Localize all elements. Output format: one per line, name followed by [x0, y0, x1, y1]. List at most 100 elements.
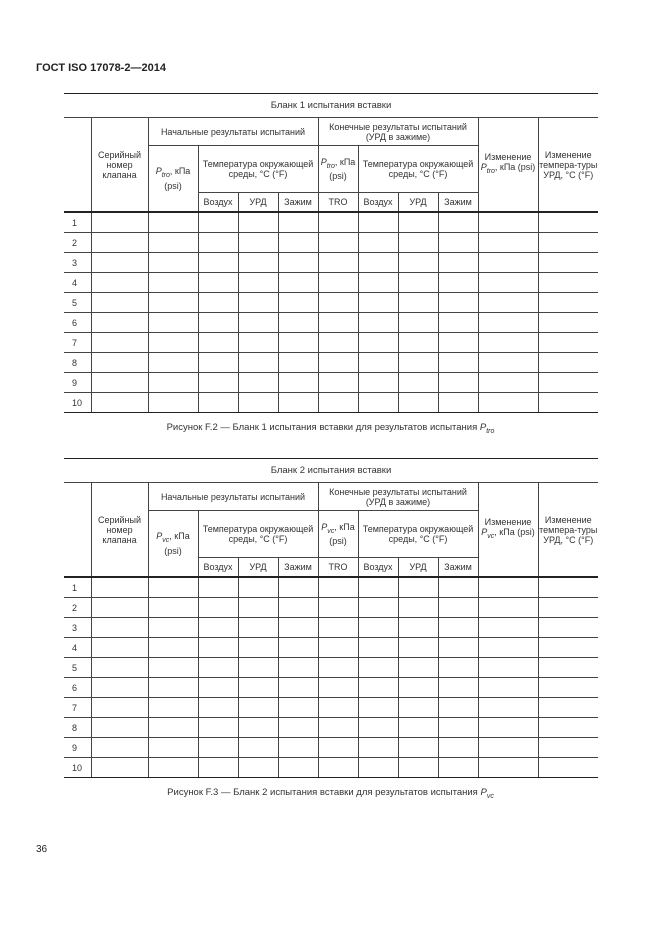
- empty-cell: [437, 392, 479, 413]
- column-header: Воздух: [357, 557, 399, 578]
- empty-cell: [237, 677, 279, 698]
- table-row: 4: [64, 637, 598, 658]
- empty-cell: [277, 757, 319, 778]
- empty-cell: [197, 392, 239, 413]
- empty-cell: [147, 637, 199, 658]
- empty-cell: [537, 312, 598, 333]
- empty-cell: [277, 737, 319, 758]
- empty-cell: [197, 737, 239, 758]
- pressure-change-header: Изменение Pvc, кПа (psi): [477, 482, 539, 578]
- empty-cell: [197, 232, 239, 253]
- final-pressure-header: Ptro, кПа (psi): [317, 145, 359, 193]
- row-number: 2: [64, 597, 92, 618]
- empty-cell: [90, 272, 149, 293]
- row-number: 3: [64, 617, 92, 638]
- initial-temp-header: Температура окружающей среды, °С (°F): [197, 510, 319, 558]
- empty-cell: [277, 312, 319, 333]
- row-number: 6: [64, 677, 92, 698]
- empty-cell: [90, 372, 149, 393]
- empty-cell: [317, 657, 359, 678]
- column-header: TRO: [317, 192, 359, 213]
- empty-cell: [277, 677, 319, 698]
- empty-cell: [237, 637, 279, 658]
- row-number: 10: [64, 757, 92, 778]
- figure-caption: Рисунок F.3 — Бланк 2 испытания вставки …: [167, 787, 494, 800]
- empty-cell: [317, 717, 359, 738]
- table-row: 3: [64, 252, 598, 273]
- column-header: УРД: [397, 557, 439, 578]
- empty-cell: [277, 352, 319, 373]
- empty-cell: [477, 211, 539, 233]
- empty-cell: [277, 392, 319, 413]
- empty-cell: [197, 677, 239, 698]
- table-row: 10: [64, 757, 598, 778]
- empty-cell: [90, 657, 149, 678]
- empty-cell: [437, 677, 479, 698]
- empty-cell: [237, 312, 279, 333]
- empty-cell: [197, 252, 239, 273]
- empty-cell: [537, 392, 598, 413]
- empty-cell: [357, 677, 399, 698]
- empty-cell: [357, 392, 399, 413]
- empty-cell: [397, 352, 439, 373]
- empty-cell: [317, 737, 359, 758]
- empty-cell: [317, 637, 359, 658]
- empty-cell: [537, 697, 598, 718]
- serial-header: Серийный номер клапана: [90, 482, 149, 578]
- empty-cell: [197, 697, 239, 718]
- empty-cell: [317, 372, 359, 393]
- empty-cell: [397, 576, 439, 598]
- empty-cell: [237, 332, 279, 353]
- empty-cell: [437, 717, 479, 738]
- empty-cell: [437, 737, 479, 758]
- empty-cell: [197, 617, 239, 638]
- empty-cell: [147, 757, 199, 778]
- column-header: Зажим: [437, 192, 478, 213]
- table-row: 9: [64, 372, 598, 393]
- table-row: 5: [64, 292, 598, 313]
- empty-cell: [90, 232, 149, 253]
- empty-cell: [357, 757, 399, 778]
- empty-cell: [477, 232, 539, 253]
- empty-cell: [357, 637, 399, 658]
- empty-cell: [477, 372, 539, 393]
- empty-cell: [237, 392, 279, 413]
- empty-cell: [90, 292, 149, 313]
- empty-cell: [477, 637, 539, 658]
- empty-cell: [477, 617, 539, 638]
- empty-cell: [237, 717, 279, 738]
- empty-cell: [197, 657, 239, 678]
- column-header: TRO: [317, 557, 359, 578]
- empty-cell: [397, 677, 439, 698]
- empty-cell: [537, 372, 598, 393]
- empty-cell: [197, 312, 239, 333]
- empty-cell: [277, 292, 319, 313]
- empty-cell: [437, 617, 479, 638]
- empty-cell: [477, 697, 539, 718]
- row-number: 10: [64, 392, 92, 413]
- empty-cell: [397, 211, 439, 233]
- table-row: 10: [64, 392, 598, 413]
- empty-cell: [237, 597, 279, 618]
- column-header: УРД: [237, 557, 279, 578]
- empty-cell: [237, 737, 279, 758]
- empty-cell: [537, 272, 598, 293]
- table-row: 6: [64, 677, 598, 698]
- final-pressure-header: Pvc, кПа (psi): [317, 510, 359, 558]
- empty-cell: [437, 637, 479, 658]
- empty-cell: [277, 637, 319, 658]
- empty-cell: [537, 352, 598, 373]
- initial-temp-header: Температура окружающей среды, °С (°F): [197, 145, 319, 193]
- test-form-table: Бланк 1 испытания вставки Серийный номер …: [64, 93, 598, 413]
- table-row: 7: [64, 332, 598, 353]
- empty-cell: [277, 211, 319, 233]
- empty-cell: [197, 332, 239, 353]
- empty-cell: [357, 352, 399, 373]
- empty-cell: [277, 697, 319, 718]
- empty-cell: [90, 211, 149, 233]
- empty-cell: [357, 737, 399, 758]
- empty-cell: [317, 252, 359, 273]
- empty-cell: [197, 292, 239, 313]
- empty-cell: [397, 372, 439, 393]
